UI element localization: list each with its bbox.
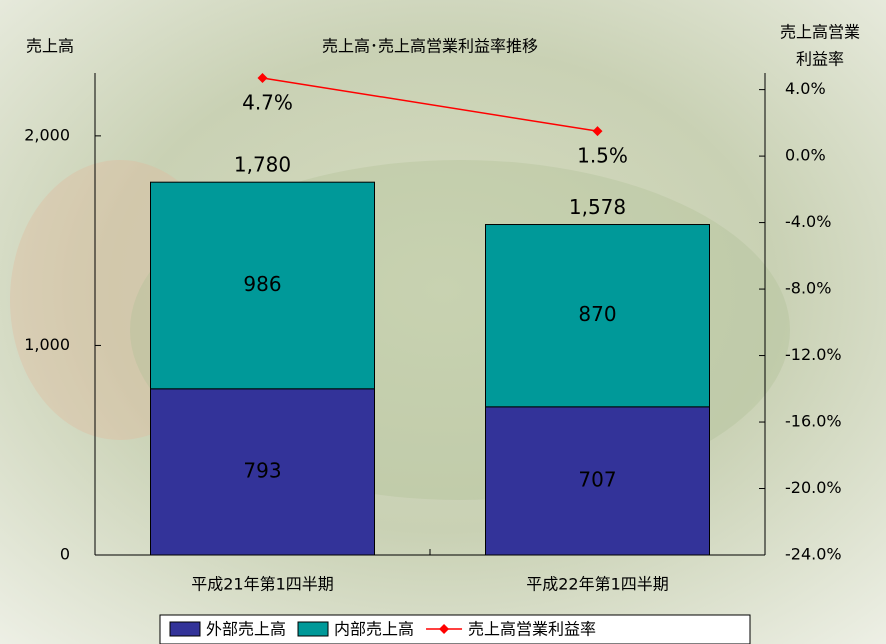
legend-label: 売上高営業利益率 — [468, 620, 596, 639]
legend-label: 外部売上高 — [206, 620, 286, 639]
x-tick-label: 平成21年第1四半期 — [191, 575, 334, 594]
y2-tick-label: -24.0% — [785, 545, 842, 564]
legend: 外部売上高 内部売上高 売上高営業利益率 — [160, 615, 750, 644]
y2-tick-label: -20.0% — [785, 478, 842, 497]
chart: 売上高 売上高営業 利益率 売上高･売上高営業利益率推移 0 1,000 2,000… — [0, 0, 886, 644]
bar-value-label: 707 — [578, 467, 616, 491]
total-label: 1,578 — [569, 195, 626, 219]
y2-tick-label: 4.0% — [785, 79, 826, 98]
page: 売上高 売上高営業 利益率 売上高･売上高営業利益率推移 0 1,000 2,000… — [0, 0, 886, 644]
y2-tick-label: 0.0% — [785, 146, 826, 165]
y2-tick-label: -12.0% — [785, 345, 842, 364]
y-tick-label: 2,000 — [24, 125, 70, 144]
y2-tick-label: -16.0% — [785, 412, 842, 431]
y2-axis-title: 利益率 — [796, 50, 844, 69]
legend-swatch — [298, 622, 328, 636]
x-tick-label: 平成22年第1四半期 — [526, 575, 669, 594]
legend-label: 内部売上高 — [334, 620, 414, 639]
y2-tick-label: -4.0% — [785, 212, 831, 231]
bar-value-label: 986 — [243, 272, 281, 296]
y-tick-label: 1,000 — [24, 335, 70, 354]
bar-value-label: 870 — [578, 302, 616, 326]
line-value-label: 1.5% — [577, 144, 628, 168]
line-value-label: 4.7% — [242, 90, 293, 114]
y2-axis-title: 売上高営業 — [780, 23, 860, 42]
y-axis-title: 売上高 — [26, 37, 74, 56]
legend-swatch — [170, 622, 200, 636]
y-tick-label: 0 — [60, 545, 70, 564]
total-label: 1,780 — [234, 152, 291, 176]
chart-title: 売上高･売上高営業利益率推移 — [322, 37, 538, 56]
bar-value-label: 793 — [243, 458, 281, 482]
y2-tick-label: -8.0% — [785, 279, 831, 298]
